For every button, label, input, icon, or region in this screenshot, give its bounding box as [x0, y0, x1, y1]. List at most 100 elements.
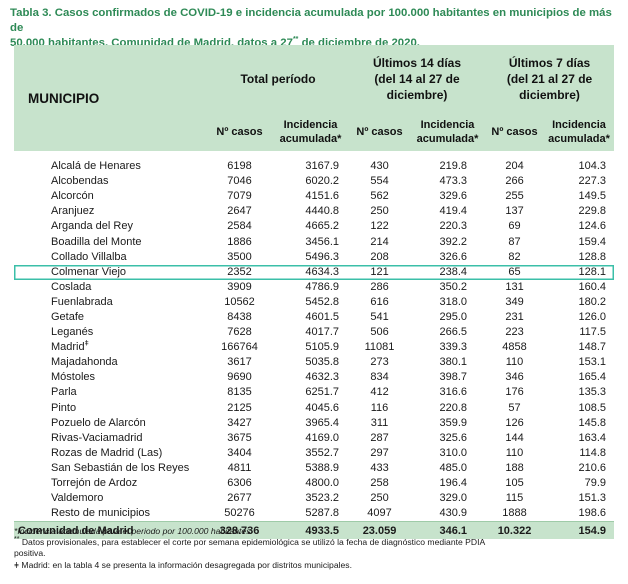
- incidencia-14: 310.0: [439, 446, 468, 459]
- casos-total: 7046: [227, 175, 252, 188]
- municipio-name: Alcorcón: [51, 190, 94, 203]
- casos-7: 176: [505, 386, 524, 399]
- municipio-name: Collado Villalba: [51, 250, 127, 263]
- municipio-name: Leganés: [51, 326, 94, 339]
- incidencia-7: 79.9: [584, 477, 607, 490]
- incidencia-14: 359.9: [439, 416, 468, 429]
- incidencia-total: 4601.5: [305, 310, 340, 323]
- casos-total: 50276: [224, 507, 255, 520]
- incidencia-7: 135.3: [578, 386, 607, 399]
- municipio-name: Colmenar Viejo: [14, 265, 207, 280]
- table-body: Alcalá de Henares 6198 3167.9 430 219.8 204 10…: [14, 151, 614, 522]
- incidencia-14: 329.0: [439, 492, 468, 505]
- table-row: Pinto 2125 4045.6 116 220.8 57 108.5: [14, 401, 614, 416]
- incidencia-7: 108.5: [578, 401, 607, 414]
- incidencia-7: 148.7: [578, 341, 607, 354]
- casos-7: 231: [505, 310, 524, 323]
- municipio-name: Arganda del Rey: [51, 220, 133, 233]
- municipio-name: Rivas-Vaciamadrid: [51, 431, 143, 444]
- table-row: Boadilla del Monte 1886 3456.1 214 392.2 87 15…: [14, 234, 614, 249]
- incidencia-7: 149.5: [578, 190, 607, 203]
- casos-total: 3617: [227, 356, 252, 369]
- casos-14: 554: [370, 175, 389, 188]
- casos-14: 834: [370, 371, 389, 384]
- incidencia-14: 219.8: [439, 160, 468, 173]
- casos-total: 3675: [227, 431, 252, 444]
- incidencia-7: 227.3: [578, 175, 607, 188]
- incidencia-14: 220.3: [439, 220, 468, 233]
- header-7-incidencia: Incidencia acumulada*: [544, 113, 615, 151]
- header-municipio: MUNICIPIO: [14, 45, 207, 151]
- casos-7: 137: [505, 205, 524, 218]
- table-row: Móstoles 9690 4632.3 834 398.7 346 165.4: [14, 370, 614, 385]
- casos-7: 144: [505, 431, 524, 444]
- casos-7: 110: [505, 356, 524, 369]
- header-7-casos: Nº casos: [485, 113, 545, 151]
- casos-total: 6198: [227, 160, 252, 173]
- incidencia-14: 380.1: [439, 356, 468, 369]
- casos-7: 126: [505, 416, 524, 429]
- table-row: Alcobendas 7046 6020.2 554 473.3 266 227.3: [14, 174, 614, 189]
- municipio-name: Pozuelo de Alarcón: [51, 416, 146, 429]
- casos-7: 255: [505, 190, 524, 203]
- header-total-casos: Nº casos: [207, 113, 272, 151]
- table-row: Pozuelo de Alarcón 3427 3965.4 311 359.9 126 1…: [14, 416, 614, 431]
- incidencia-14: 326.6: [439, 250, 468, 263]
- casos-14: 287: [370, 431, 389, 444]
- casos-total: 1886: [227, 235, 252, 248]
- casos-14: 506: [370, 326, 389, 339]
- casos-total: 2584: [227, 220, 252, 233]
- total-incidencia: 4933.5: [272, 521, 350, 540]
- incidencia-total: 5287.8: [305, 507, 340, 520]
- incidencia-7: 145.8: [578, 416, 607, 429]
- incidencia-total: 5388.9: [305, 461, 340, 474]
- casos-14: 297: [370, 446, 389, 459]
- footnote-1: *Incidencia acumulada para el periodo po…: [14, 526, 251, 536]
- incidencia-14: 339.3: [439, 341, 468, 354]
- casos-total: 9690: [227, 371, 252, 384]
- incidencia-14: 398.7: [439, 371, 468, 384]
- incidencia-14: 318.0: [439, 295, 468, 308]
- header-total-incidencia: Incidencia acumulada*: [272, 113, 350, 151]
- table-row: Aranjuez 2647 4440.8 250 419.4 137 229.8: [14, 204, 614, 219]
- incidencia-7: 128.1: [544, 265, 614, 280]
- casos-14: 273: [370, 356, 389, 369]
- incidencia-7: 180.2: [578, 295, 607, 308]
- casos-7: 346: [505, 371, 524, 384]
- municipio-name: Resto de municipios: [51, 507, 151, 520]
- casos-total: 3500: [227, 250, 252, 263]
- casos-14: 286: [370, 280, 389, 293]
- title-superscript: **: [292, 36, 299, 44]
- municipio-name: Valdemoro: [51, 492, 104, 505]
- incidencia-7: 153.1: [578, 356, 607, 369]
- casos-7: 223: [505, 326, 524, 339]
- incidencia-14: 325.6: [439, 431, 468, 444]
- table-row: Parla 8135 6251.7 412 316.6 176 135.3: [14, 385, 614, 400]
- casos-7: 65: [485, 265, 544, 280]
- casos-total: 8135: [227, 386, 252, 399]
- casos-14: 433: [370, 461, 389, 474]
- municipio-name: Boadilla del Monte: [51, 235, 142, 248]
- header-ultimos-7-dias: Últimos 7 días (del 21 al 27 de diciembr…: [485, 45, 615, 113]
- incidencia-14: 316.6: [439, 386, 468, 399]
- casos-7: 69: [508, 220, 521, 233]
- incidencia-total: 4634.3: [272, 265, 349, 280]
- incidencia-14: 266.5: [439, 326, 468, 339]
- incidencia-total: 3523.2: [305, 492, 340, 505]
- total-incidencia-7: 154.9: [544, 521, 615, 540]
- casos-14: 4097: [367, 507, 392, 520]
- municipio-name: Móstoles: [51, 371, 96, 384]
- covid-municipality-table: MUNICIPIO Total período Últimos 14 días …: [14, 45, 615, 540]
- casos-total: 3909: [227, 280, 252, 293]
- total-name: Comunidad de Madrid: [14, 521, 207, 540]
- municipio-name: Parla: [51, 386, 77, 399]
- casos-14: 541: [370, 310, 389, 323]
- table-row: Resto de municipios 50276 5287.8 4097 430.9 1…: [14, 506, 614, 522]
- incidencia-7: 210.6: [578, 461, 607, 474]
- casos-total: 10562: [224, 295, 255, 308]
- incidencia-7: 104.3: [578, 160, 607, 173]
- total-casos: 328.736: [207, 521, 272, 540]
- footnotes: *Incidencia acumulada para el periodo po…: [14, 526, 614, 571]
- casos-7: 82: [508, 250, 521, 263]
- incidencia-7: 159.4: [578, 235, 607, 248]
